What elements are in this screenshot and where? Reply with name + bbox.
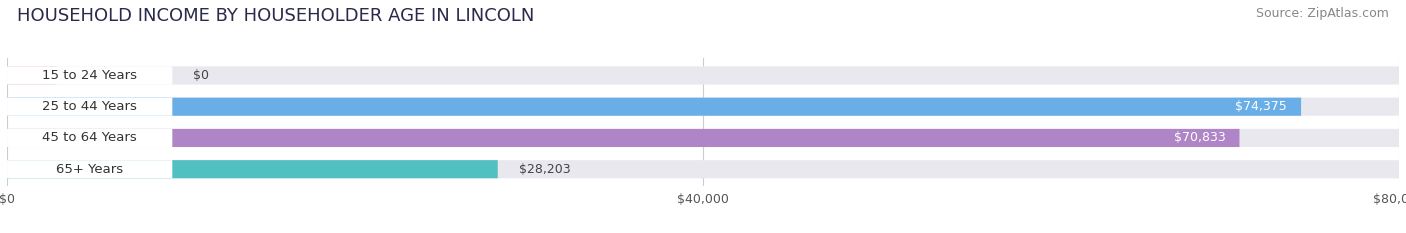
FancyBboxPatch shape [7,129,1240,147]
Text: 45 to 64 Years: 45 to 64 Years [42,131,136,144]
Text: 25 to 44 Years: 25 to 44 Years [42,100,138,113]
FancyBboxPatch shape [7,98,173,116]
FancyBboxPatch shape [7,160,1399,178]
Text: $70,833: $70,833 [1174,131,1226,144]
Text: Source: ZipAtlas.com: Source: ZipAtlas.com [1256,7,1389,20]
Text: $28,203: $28,203 [519,163,571,176]
FancyBboxPatch shape [7,66,56,85]
FancyBboxPatch shape [7,98,1301,116]
FancyBboxPatch shape [7,98,1399,116]
FancyBboxPatch shape [7,160,498,178]
FancyBboxPatch shape [7,66,173,85]
Text: HOUSEHOLD INCOME BY HOUSEHOLDER AGE IN LINCOLN: HOUSEHOLD INCOME BY HOUSEHOLDER AGE IN L… [17,7,534,25]
Text: 15 to 24 Years: 15 to 24 Years [42,69,138,82]
FancyBboxPatch shape [7,160,173,178]
Text: $74,375: $74,375 [1236,100,1286,113]
FancyBboxPatch shape [7,129,173,147]
FancyBboxPatch shape [7,129,1399,147]
FancyBboxPatch shape [7,66,1399,85]
Text: $0: $0 [193,69,209,82]
Text: 65+ Years: 65+ Years [56,163,124,176]
